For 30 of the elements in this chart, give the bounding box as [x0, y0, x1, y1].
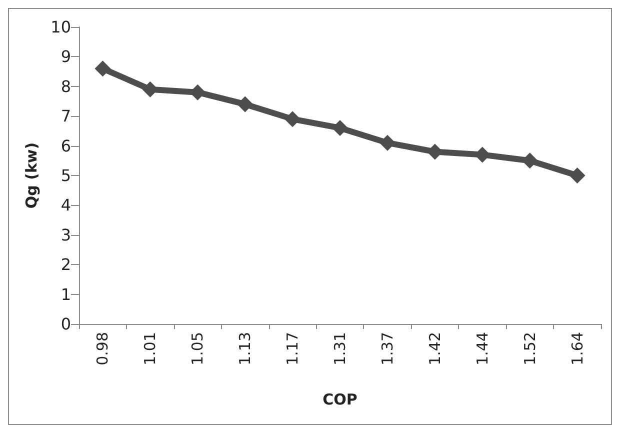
y-tick-label: 1 — [60, 284, 71, 304]
x-axis-title: COP — [322, 390, 358, 408]
y-tick-label: 4 — [60, 196, 71, 215]
x-tick-label: 1.52 — [520, 332, 539, 366]
point — [237, 96, 254, 112]
point — [332, 120, 348, 136]
x-tick-label: 1.44 — [473, 332, 492, 366]
point — [569, 168, 586, 184]
x-tick-label: 1.01 — [141, 332, 160, 366]
x-tick-label: 1.13 — [236, 332, 254, 366]
y-axis-title: Qg (kw) — [22, 142, 40, 209]
y-tick-label: 0 — [60, 314, 71, 334]
y-tick-label: 8 — [60, 76, 71, 96]
y-tick-label: 3 — [60, 225, 71, 244]
y-tick-label: 2 — [60, 255, 71, 274]
y-tick-label: 5 — [60, 166, 71, 185]
y-tick-label: 10 — [50, 18, 71, 36]
point — [379, 134, 396, 151]
x-tick-label: 1.64 — [568, 332, 586, 366]
x-tick-label: 1.05 — [188, 332, 207, 366]
point — [94, 60, 111, 77]
x-tick-label: 1.42 — [426, 332, 444, 366]
x-tick-label: 1.31 — [331, 332, 349, 366]
y-tick-label: 6 — [60, 136, 71, 156]
x-tick-label: 1.37 — [378, 332, 396, 366]
y-tick-label: 7 — [60, 106, 71, 126]
y-tick-label: 9 — [60, 47, 71, 66]
x-tick-label: 1.17 — [284, 332, 302, 366]
point — [284, 111, 301, 128]
x-tick-label: 0.98 — [94, 332, 112, 366]
